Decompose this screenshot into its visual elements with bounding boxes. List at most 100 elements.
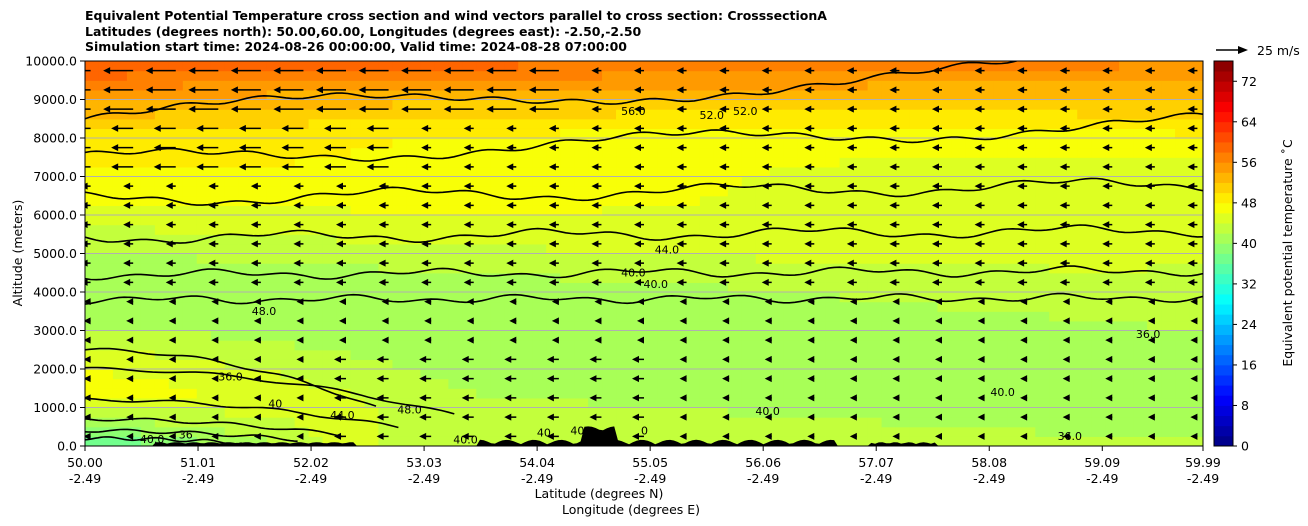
wind-vector [761,86,772,94]
wind-vector [1105,413,1113,421]
wind-vector [339,298,347,306]
wind-vector [846,105,857,113]
wind-vector [804,105,815,113]
wind-vector [85,278,91,286]
wind-vector [1144,144,1155,152]
wind-vector [378,240,389,248]
wind-vector [1062,375,1070,383]
wind-vector [208,240,219,248]
wind-vector [1020,336,1028,344]
colorbar-level [1214,223,1233,234]
wind-vector [208,259,219,267]
wind-vector [316,67,347,75]
wind-vector [764,432,772,440]
wind-vector [145,67,176,75]
wind-vector [679,355,687,363]
wind-vector [1144,201,1155,209]
wind-vector [546,394,559,402]
wind-vector [591,201,602,209]
wind-vector [486,105,517,113]
wind-vector [634,278,644,286]
wind-vector [934,375,942,383]
wind-vector [934,394,942,402]
wind-vector [506,182,517,190]
wind-vector [637,317,644,325]
wind-vector [381,317,389,325]
wind-vector [548,144,559,152]
wind-vector [421,259,432,267]
wind-vector [761,259,772,267]
x-tick-label-longitude: -2.49 [1086,471,1118,486]
wind-vector [1059,67,1070,75]
wind-vector [1017,201,1028,209]
wind-vector [1102,67,1113,75]
wind-vector [591,182,602,190]
wind-vector [807,394,815,402]
wind-vector [1017,182,1028,190]
x-tick-label-latitude: 52.02 [293,455,329,470]
wind-vector [1102,259,1113,267]
wind-vector [1059,86,1070,94]
wind-vector [676,163,687,171]
wind-vector [463,259,474,267]
wind-vector [594,298,602,306]
wind-vector [421,201,432,209]
wind-vector [293,221,304,229]
wind-vector [974,182,985,190]
wind-vector [849,355,857,363]
wind-vector [1144,163,1155,171]
wind-vector [504,394,517,402]
wind-vector [421,124,432,132]
wind-vector [548,201,559,209]
y-tick-label: 5000.0 [33,246,77,261]
wind-vector [376,432,389,440]
wind-vector [366,144,389,152]
wind-vector [461,375,474,383]
wind-vector [123,201,134,209]
wind-vector [401,67,432,75]
wind-vector [591,259,602,267]
wind-vector [85,317,91,325]
wind-vector [1144,240,1155,248]
wind-vector [1017,67,1028,75]
wind-vector [443,105,474,113]
wind-vector [466,298,474,306]
y-tick-label: 3000.0 [33,323,77,338]
wind-vector [548,259,559,267]
wind-vector [804,67,815,75]
wind-vector [1105,336,1113,344]
wind-vector [165,259,176,267]
wind-vector [974,105,985,113]
wind-vector [504,432,517,440]
colorbar-tick-label: 72 [1241,74,1257,89]
wind-vector [934,413,942,421]
x-tick-label-longitude: -2.49 [182,471,214,486]
colorbar-level [1214,344,1233,356]
wind-vector [281,163,304,171]
wind-vector [804,86,815,94]
contour-label: 48.0 [252,305,277,318]
contour-line [85,177,1203,206]
wind-vector [1187,67,1198,75]
wind-vector [934,432,942,440]
y-tick-label: 8000.0 [33,131,77,146]
wind-vector [679,336,687,344]
wind-vector [376,355,389,363]
wind-vector [722,432,730,440]
wind-vector [719,144,730,152]
colorbar-level [1214,182,1233,194]
wind-vectors [85,67,1198,440]
wind-vector [528,67,559,75]
colorbar-level [1214,142,1233,153]
wind-vector [719,86,730,94]
wind-vector [336,240,347,248]
wind-vector [85,298,91,306]
wind-vector [676,144,687,152]
wind-vector [250,201,261,209]
wind-vector [85,394,91,402]
colorbar-level [1214,334,1233,346]
wind-vector [676,182,687,190]
x-tick-label-latitude: 55.05 [632,455,668,470]
x-tick-label-longitude: -2.49 [69,471,101,486]
wind-vector [676,221,687,229]
